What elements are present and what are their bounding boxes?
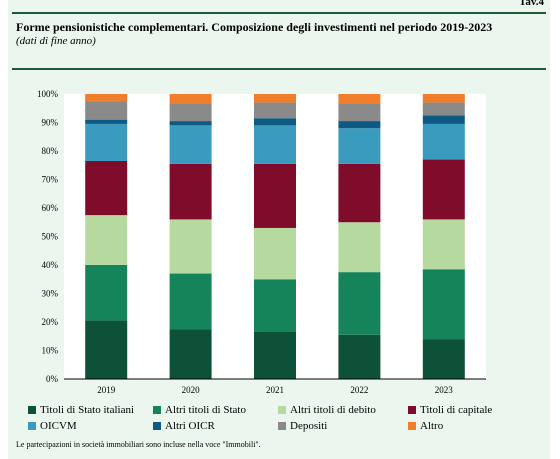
bar-segment [422,94,465,103]
bar-segment [85,215,128,265]
bar-segment [254,118,296,126]
bar-segment [85,94,128,102]
x-tick-label: 2021 [266,385,284,395]
y-tick-label: 50% [42,232,59,242]
x-tick-label: 2019 [97,385,116,395]
y-tick-label: 20% [42,317,59,327]
bar-segment [254,227,296,280]
bar-segment [422,123,465,160]
bar-segment [254,331,296,379]
chart-subtitle: (dati di fine anno) [16,35,96,47]
y-tick-label: 90% [42,118,59,128]
bar-segment [422,159,465,220]
y-tick-label: 100% [37,89,59,99]
bar-segment [338,103,381,122]
bar-segment [254,279,296,332]
bar-segment [85,265,128,321]
title-rule [12,68,546,70]
legend-swatch [408,406,416,414]
bar-segment [85,160,128,216]
bar-segment [85,123,128,161]
legend-item: Altri titoli di debito [278,404,376,416]
legend-label: Altri titoli di Stato [165,404,246,416]
bar-segment [338,334,381,379]
y-tick-label: 80% [42,146,59,156]
legend-swatch [28,406,36,414]
bar-segment [169,94,212,104]
bar-segment [422,219,465,270]
bar-segment [254,94,296,103]
stacked-bar-chart: 0% 10% 20% 30% 40% 50% 60% 70% 80% 90% 100% 2019 20… [37,89,486,395]
bar-segment [169,125,212,164]
bar-segment [169,219,212,274]
legend-swatch [153,406,161,414]
legend-label: Titoli di capitale [420,404,493,416]
table-number: Tav.4 [519,0,544,8]
bar-segment [338,163,381,223]
legend-label: Altri OICR [165,420,215,432]
legend-swatch [153,422,161,430]
legend-label: OICVM [40,420,77,432]
y-tick-label: 40% [42,260,59,270]
bar-segment [338,94,381,104]
legend-item: Altri titoli di Stato [153,404,246,416]
bar-segment [254,163,296,228]
y-tick-label: 0% [46,374,59,384]
top-rule [12,12,546,14]
legend-label: Depositi [290,420,328,432]
bar-segment [85,101,128,120]
y-tick-label: 30% [42,289,59,299]
legend-item: Altri OICR [153,420,215,432]
bar-segment [422,115,465,124]
bar-segment [169,273,212,330]
bar-segment [254,102,296,119]
bar-segment [169,163,212,220]
x-tick-label: 2023 [435,385,454,395]
legend-item: Depositi [278,420,327,432]
chart-panel: Tav.4 Forme pensionistiche complementari… [8,0,550,459]
bar-segment [422,102,465,116]
chart-title: Forme pensionistiche complementari. Comp… [16,20,493,34]
bar-segment [169,121,212,126]
footnote: Le partecipazioni in società immobiliari… [16,440,261,449]
y-tick-label: 70% [42,175,59,185]
bar-segment [85,320,128,379]
bar-segment [338,121,381,129]
legend-swatch [408,422,416,430]
x-tick-label: 2022 [350,385,368,395]
legend-swatch [278,422,286,430]
bar-segment [85,119,128,124]
legend-item: Titoli di capitale [408,404,492,416]
y-tick-label: 10% [42,346,59,356]
bar-segment [338,222,381,273]
bar-segment [422,269,465,340]
legend-swatch [28,422,36,430]
bar-segment [169,329,212,379]
y-tick-label: 60% [42,203,59,213]
legend-label: Altro [420,420,444,432]
legend-label: Titoli di Stato italiani [40,404,135,416]
bar-segment [338,272,381,335]
legend-item: OICVM [28,420,77,432]
bar-segment [338,128,381,164]
bar-segment [254,125,296,164]
legend-item: Altro [408,420,443,432]
bar-segment [169,103,212,122]
x-tick-label: 2020 [182,385,201,395]
legend-swatch [278,406,286,414]
bar-segment [422,339,465,379]
legend-item: Titoli di Stato italiani [28,404,134,416]
legend-label: Altri titoli di debito [290,404,376,416]
